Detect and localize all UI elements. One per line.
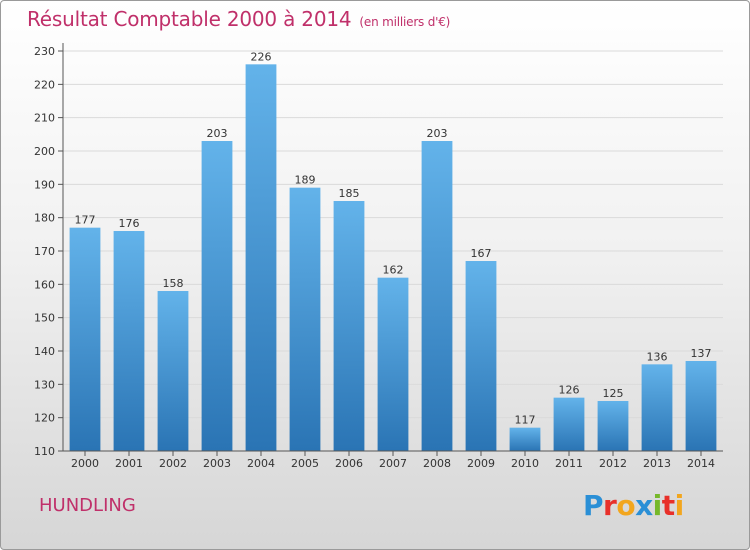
x-tick-label: 2007 xyxy=(379,457,407,470)
bar-2006 xyxy=(333,201,365,451)
bar-2003 xyxy=(201,141,233,451)
bars: 177 176 158 203 226 189 185 162 203 167 117 126 125 1… xyxy=(69,50,717,452)
bar-2004 xyxy=(245,64,277,452)
y-tick-label: 130 xyxy=(34,378,55,391)
x-tick-label: 2001 xyxy=(115,457,143,470)
x-axis: 2000 2001 2002 2003 2004 2005 2006 2007 2008 2009… xyxy=(63,450,723,470)
bar-value-label: 176 xyxy=(119,217,140,230)
bar-2012 xyxy=(597,401,629,451)
commune-name: HUNDLING xyxy=(39,495,136,516)
bar-value-label: 136 xyxy=(647,350,668,363)
y-tick-label: 180 xyxy=(34,212,55,225)
bar-2000 xyxy=(69,227,101,451)
y-tick-label: 200 xyxy=(34,145,55,158)
bar-value-label: 125 xyxy=(603,387,624,400)
y-tick-label: 110 xyxy=(34,445,55,458)
y-tick-label: 150 xyxy=(34,312,55,325)
bar-value-label: 167 xyxy=(471,247,492,260)
y-tick-label: 220 xyxy=(34,78,55,91)
bar-value-label: 137 xyxy=(691,347,712,360)
bar-2013 xyxy=(641,364,673,451)
bar-value-label: 158 xyxy=(163,277,184,290)
logo-letter: i xyxy=(674,489,685,522)
x-tick-label: 2002 xyxy=(159,457,187,470)
x-tick-label: 2008 xyxy=(423,457,451,470)
x-tick-label: 2010 xyxy=(511,457,539,470)
proxiti-logo: Proxiti xyxy=(583,489,684,522)
y-tick-label: 120 xyxy=(34,412,55,425)
logo-letter: r xyxy=(603,489,617,522)
bar-value-label: 162 xyxy=(383,264,404,277)
y-axis: 110 120 130 140 150 160 170 180 190 200 210 220 230 xyxy=(34,43,64,458)
x-tick-label: 2011 xyxy=(555,457,583,470)
bar-value-label: 126 xyxy=(559,384,580,397)
bar-value-label: 177 xyxy=(75,214,96,227)
x-tick-label: 2004 xyxy=(247,457,275,470)
logo-letter: x xyxy=(635,489,653,522)
bar-2005 xyxy=(289,187,321,451)
bar-2001 xyxy=(113,231,145,451)
x-tick-label: 2005 xyxy=(291,457,319,470)
bar-2011 xyxy=(553,397,585,451)
bar-value-label: 185 xyxy=(339,187,360,200)
logo-letter: o xyxy=(616,489,636,522)
bar-value-label: 189 xyxy=(295,174,316,187)
y-tick-label: 140 xyxy=(34,345,55,358)
bar-value-label: 203 xyxy=(427,127,448,140)
y-tick-label: 190 xyxy=(34,178,55,191)
bar-2010 xyxy=(509,427,541,451)
y-tick-label: 210 xyxy=(34,112,55,125)
bar-value-label: 226 xyxy=(251,50,272,63)
x-tick-label: 2012 xyxy=(599,457,627,470)
bar-value-label: 117 xyxy=(515,414,536,427)
logo-letter: i xyxy=(652,489,663,522)
x-tick-label: 2006 xyxy=(335,457,363,470)
y-tick-label: 230 xyxy=(34,45,55,58)
x-tick-label: 2003 xyxy=(203,457,231,470)
y-tick-label: 170 xyxy=(34,245,55,258)
bar-2008 xyxy=(421,141,453,451)
x-tick-label: 2014 xyxy=(687,457,715,470)
chart-subtitle: (en milliers d'€) xyxy=(359,15,451,29)
chart-title-text: Résultat Comptable 2000 à 2014 xyxy=(27,7,352,31)
bar-2009 xyxy=(465,261,497,451)
y-tick-label: 160 xyxy=(34,278,55,291)
bar-2002 xyxy=(157,291,189,451)
x-tick-label: 2013 xyxy=(643,457,671,470)
bar-2007 xyxy=(377,277,409,451)
x-tick-label: 2009 xyxy=(467,457,495,470)
chart-title: Résultat Comptable 2000 à 2014 (en millie… xyxy=(27,7,450,31)
logo-letter: P xyxy=(583,489,604,522)
x-tick-label: 2000 xyxy=(71,457,99,470)
logo-letter: t xyxy=(661,489,675,522)
bar-value-label: 203 xyxy=(207,127,228,140)
bar-2014 xyxy=(685,361,717,451)
